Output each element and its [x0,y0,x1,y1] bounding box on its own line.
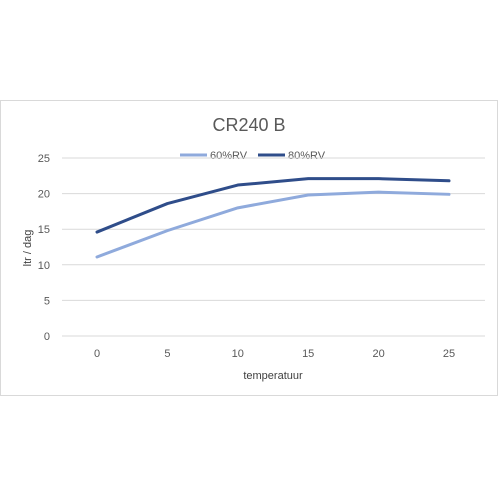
chart-title: CR240 B [212,115,285,135]
x-tick-label: 5 [164,348,170,360]
series-line-60rv [95,190,451,259]
x-tick-label: 15 [302,348,314,360]
y-axis-ticks: 0 5 10 15 20 25 [38,153,50,343]
x-axis-label: temperatuur [243,370,303,382]
y-tick-label: 15 [38,224,50,236]
y-tick-label: 10 [38,260,50,272]
x-tick-label: 0 [94,348,100,360]
series-line-80rv [95,177,451,234]
y-axis-label: ltr / dag [22,230,34,267]
x-axis-ticks: 0 5 10 15 20 25 [94,348,455,360]
y-tick-label: 0 [44,331,50,343]
legend: 60%RV 80%RV [180,150,326,162]
series-lines [95,177,451,259]
x-tick-label: 20 [372,348,384,360]
x-tick-label: 10 [232,348,244,360]
y-tick-label: 25 [38,153,50,165]
legend-label-60rv: 60%RV [210,150,248,162]
x-tick-label: 25 [443,348,455,360]
legend-label-80rv: 80%RV [288,150,326,162]
y-tick-label: 20 [38,189,50,201]
chart-frame [0,100,498,396]
y-tick-label: 5 [44,295,50,307]
